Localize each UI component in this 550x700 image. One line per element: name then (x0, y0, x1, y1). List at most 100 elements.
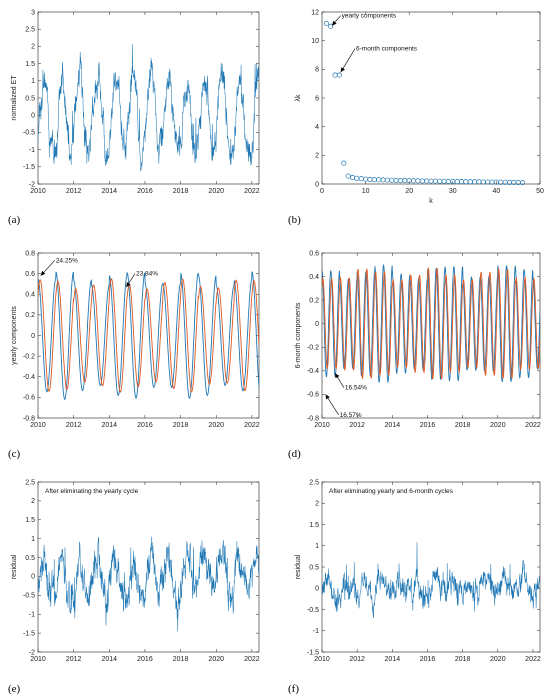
x-tick-label: 2016 (137, 188, 153, 195)
y-tick-label: 0.5 (25, 95, 35, 102)
x-tick-label: 2020 (208, 422, 224, 429)
x-tick-label: 2020 (490, 422, 506, 429)
x-tick-label: 2014 (102, 422, 118, 429)
chart-panel-d: 2010 2012 2014 2016 2018 2020 2022 -0.8 -0.6 -0.4… (288, 250, 541, 460)
data-point (336, 72, 342, 78)
y-tick-label: 2 (31, 498, 35, 505)
y-axis-label: residual (295, 554, 302, 579)
x-tick-label: 2018 (455, 422, 471, 429)
data-point (445, 178, 451, 184)
y-axis-label: residual (11, 554, 18, 579)
data-point (485, 179, 491, 185)
x-tick-label: 2012 (66, 656, 82, 663)
annotation-label: 24.25% (56, 257, 78, 264)
y-tick-label: 2.5 (25, 479, 35, 486)
y-tick-label: 0.6 (25, 271, 35, 278)
x-tick-label: 2010 (314, 422, 330, 429)
series-line-1 (38, 44, 259, 172)
chart-title: After eliminating the yearly cycle (45, 488, 139, 495)
y-tick-label: -0.4 (23, 374, 35, 381)
data-point (341, 160, 347, 166)
chart-panel-e: 2010 2012 2014 2016 2018 2020 2022 -2 -1.5 -1 -0.5… (8, 479, 260, 695)
data-point (384, 177, 390, 183)
y-tick-label: -0.2 (23, 353, 35, 360)
x-tick-label: 40 (493, 188, 501, 195)
annotation-arrowhead (332, 20, 337, 26)
y-tick-label: 8 (315, 67, 319, 74)
x-tick-label: 2016 (137, 656, 153, 663)
x-tick-label: 30 (449, 188, 457, 195)
data-point (476, 179, 482, 185)
data-point (411, 178, 417, 184)
x-tick-label: 2020 (490, 656, 506, 663)
x-tick-label: 2012 (349, 422, 365, 429)
y-tick-label: -2 (29, 649, 35, 656)
x-tick-label: 2020 (208, 188, 224, 195)
annotation-arrowhead (335, 373, 340, 379)
data-point (354, 175, 360, 181)
y-tick-label: 0.2 (309, 297, 319, 304)
annotation-arrowhead (325, 394, 330, 400)
plot-area-frame (321, 252, 541, 419)
data-point (367, 176, 373, 182)
y-tick-label: 2.5 (309, 479, 319, 486)
data-point (415, 178, 421, 184)
series-line-2 (38, 278, 259, 393)
y-tick-label: 2.5 (25, 27, 35, 34)
x-tick-label: 2014 (102, 188, 118, 195)
y-tick-label: -0.8 (23, 415, 35, 422)
data-point (380, 177, 386, 183)
x-tick-label: 2010 (30, 188, 46, 195)
x-tick-label: 2010 (30, 422, 46, 429)
plot-area-frame (321, 11, 541, 185)
x-tick-label: 2010 (314, 656, 330, 663)
panel-label: (e) (8, 683, 21, 695)
series-line-1 (38, 271, 259, 400)
data-point (480, 179, 486, 185)
x-tick-label: 2014 (102, 656, 118, 663)
chart-panel-a: 2010 2012 2014 2016 2018 2020 2022 -2 -1.5 -1 -0.5… (8, 9, 260, 226)
data-point (441, 178, 447, 184)
y-tick-label: 0 (31, 333, 35, 340)
data-point (389, 177, 395, 183)
x-tick-label: 2018 (173, 656, 189, 663)
y-tick-label: -1 (313, 628, 319, 635)
x-tick-label: 2020 (208, 656, 224, 663)
x-tick-label: 2014 (385, 422, 401, 429)
y-axis-label: yearly components (11, 306, 18, 365)
data-point (397, 178, 404, 184)
data-point (363, 176, 369, 182)
x-tick-label: 2018 (455, 656, 471, 663)
x-tick-label: 2022 (525, 656, 541, 663)
data-point (489, 179, 495, 185)
annotation-label: 16.57% (340, 412, 362, 419)
series-line-1 (38, 536, 259, 632)
annotation-label: 23.84% (136, 271, 158, 278)
y-tick-label: -0.8 (307, 415, 319, 422)
y-tick-label: 0.5 (309, 564, 319, 571)
y-tick-label: 6 (315, 95, 319, 102)
data-point (454, 179, 460, 185)
y-tick-label: -0.6 (307, 392, 319, 399)
data-point (402, 178, 408, 184)
chart-title: After eliminating yearly and 6-month cyc… (329, 488, 454, 495)
chart-panel-b: 0 10 20 30 40 50 0 2 4 6 8 10 12 λk k yearly components… (288, 9, 544, 226)
panel-label: (b) (288, 214, 301, 226)
x-tick-label: 2022 (525, 422, 541, 429)
x-tick-label: 2022 (244, 422, 260, 429)
chart-panel-f: 2010 2012 2014 2016 2018 2020 2022 -1.5 -1 -0.5 0 0… (288, 479, 541, 695)
y-tick-label: 1 (31, 536, 35, 543)
y-tick-label: -1.5 (307, 649, 319, 656)
y-tick-label: 2 (31, 44, 35, 51)
y-tick-label: 10 (311, 38, 319, 45)
y-tick-label: 4 (315, 124, 319, 131)
y-tick-label: 0 (31, 113, 35, 120)
y-tick-label: 2 (315, 501, 319, 508)
y-tick-label: -0.5 (23, 130, 35, 137)
annotation-label: 16.54% (345, 385, 367, 392)
panel-label: (d) (288, 448, 301, 460)
data-point (332, 72, 338, 78)
series-line-1 (322, 542, 540, 618)
y-tick-label: 0 (315, 586, 319, 593)
